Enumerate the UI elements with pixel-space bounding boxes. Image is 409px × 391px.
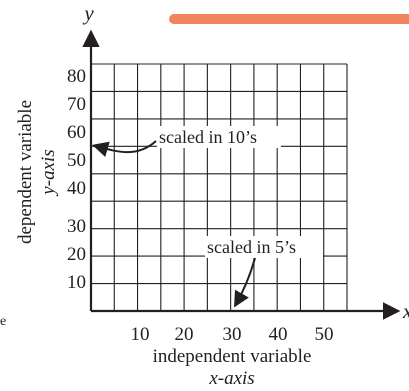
y-axis-title: dependent variable: [15, 100, 36, 244]
x-axis-letter: x: [402, 299, 409, 323]
grid: [91, 63, 348, 311]
y-tick-label: 70: [67, 94, 86, 115]
y-axis-letter: y: [82, 1, 94, 25]
x-note-backdrop: [205, 236, 323, 258]
x-scale-note: scaled in 5’s: [207, 237, 296, 257]
y-tick-label: 60: [67, 122, 86, 143]
partial-edge-label: e: [0, 314, 6, 329]
y-note-backdrop: [157, 126, 281, 148]
x-scale-arrow: [234, 257, 256, 308]
x-tick-label: 40: [269, 324, 288, 345]
y-axis-subtitle: y-axis: [38, 149, 59, 196]
x-axis-subtitle: x-axis: [208, 368, 254, 389]
y-tick-label: 50: [67, 150, 86, 171]
x-axis-title: independent variable: [153, 346, 312, 367]
y-scale-arrow: [92, 140, 157, 158]
y-tick-label: 10: [67, 272, 86, 293]
y-tick-label: 40: [67, 178, 86, 199]
y-tick-label: 20: [67, 244, 86, 265]
x-tick-label: 20: [175, 324, 194, 345]
y-tick-label: 80: [67, 66, 86, 87]
x-tick-label: 30: [223, 324, 242, 345]
y-tick-label: 30: [67, 216, 86, 237]
x-tick-label: 10: [131, 324, 150, 345]
y-scale-note: scaled in 10’s: [159, 127, 257, 147]
x-tick-label: 50: [315, 324, 334, 345]
